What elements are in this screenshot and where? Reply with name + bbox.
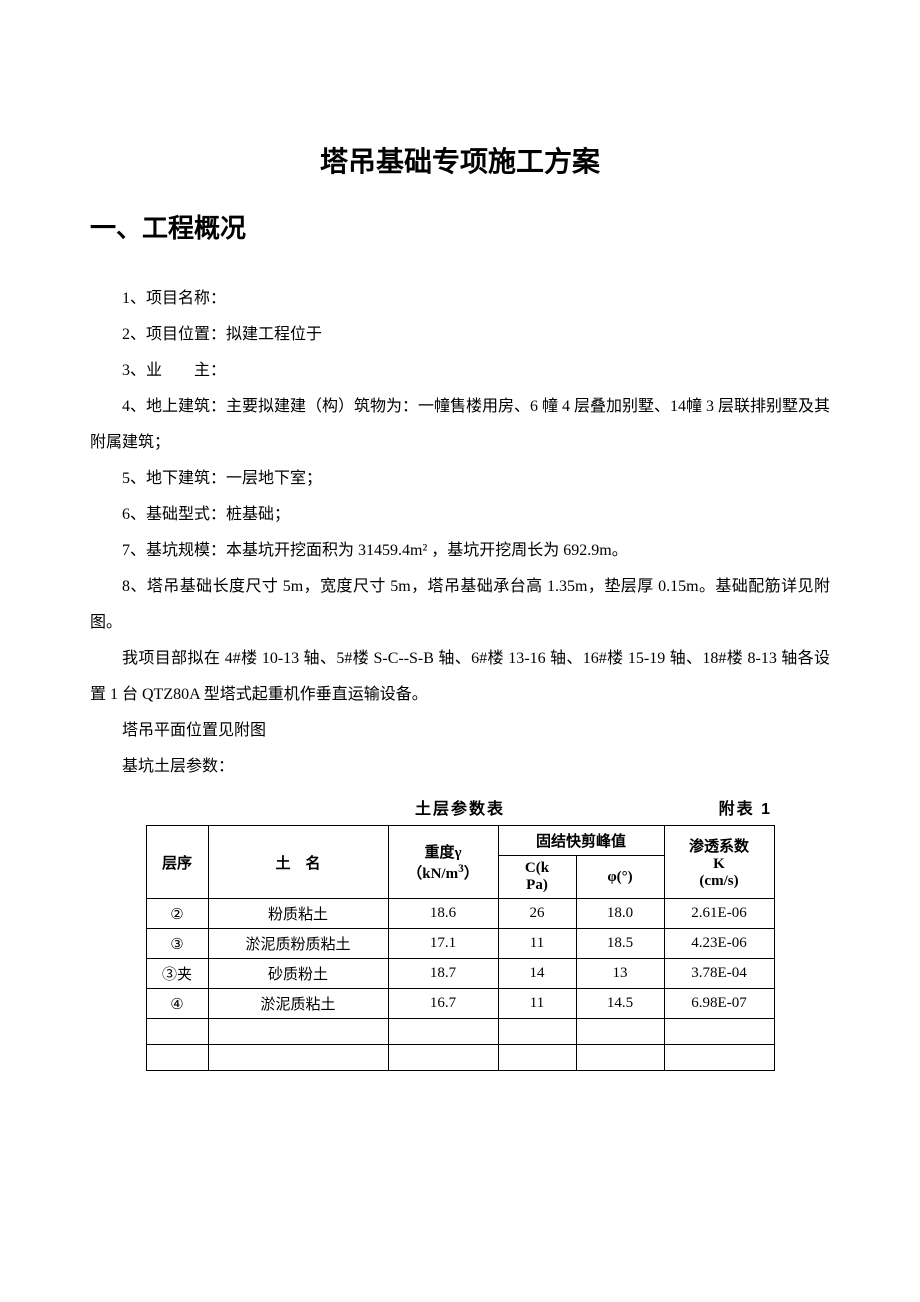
item-5: 5、地下建筑：一层地下室；: [90, 461, 830, 497]
cell-phi: 18.0: [576, 899, 664, 929]
table-caption: 土层参数表: [415, 795, 505, 819]
table-header: 层序 土 名 重度γ （kN/m3） 固结快剪峰值 渗透系数 K (cm/s) …: [146, 826, 774, 899]
th-phi: φ(°): [576, 856, 664, 899]
cell-k: 6.98E-07: [664, 989, 774, 1019]
gamma-label: 重度γ: [424, 845, 461, 861]
c-unit: Pa): [526, 877, 548, 893]
empty-cell: [146, 1019, 208, 1045]
cell-k: 3.78E-04: [664, 959, 774, 989]
cell-layer: ④: [146, 989, 208, 1019]
document-title: 塔吊基础专项施工方案: [90, 140, 830, 180]
cell-c: 11: [498, 929, 576, 959]
cell-k: 2.61E-06: [664, 899, 774, 929]
empty-cell: [498, 1045, 576, 1071]
section-1-heading: 一、工程概况: [90, 208, 830, 245]
th-gamma: 重度γ （kN/m3）: [388, 826, 498, 899]
cell-phi: 14.5: [576, 989, 664, 1019]
cell-c: 11: [498, 989, 576, 1019]
k-symbol: K: [713, 856, 725, 872]
empty-cell: [498, 1019, 576, 1045]
empty-cell: [576, 1045, 664, 1071]
table-caption-row: 土层参数表 附表 1: [90, 795, 830, 819]
item-2: 2、项目位置：拟建工程位于: [90, 317, 830, 353]
cell-name: 粉质粘土: [208, 899, 388, 929]
table-row: ④淤泥质粘土16.71114.56.98E-07: [146, 989, 774, 1019]
k-unit: (cm/s): [699, 873, 738, 889]
th-name: 土 名: [208, 826, 388, 899]
cell-c: 26: [498, 899, 576, 929]
item-7: 7、基坑规模：本基坑开挖面积为 31459.4m² ，基坑开挖周长为 692.9…: [90, 533, 830, 569]
table-body: ②粉质粘土18.62618.02.61E-06③淤泥质粉质粘土17.11118.…: [146, 899, 774, 1071]
item-4: 4、地上建筑：主要拟建建（构）筑物为：一幢售楼用房、6 幢 4 层叠加别墅、14…: [90, 389, 830, 461]
cell-name: 淤泥质粉质粘土: [208, 929, 388, 959]
soil-parameter-table: 层序 土 名 重度γ （kN/m3） 固结快剪峰值 渗透系数 K (cm/s) …: [146, 825, 775, 1071]
table-row: ③淤泥质粉质粘土17.11118.54.23E-06: [146, 929, 774, 959]
cell-gamma: 16.7: [388, 989, 498, 1019]
th-k: 渗透系数 K (cm/s): [664, 826, 774, 899]
cell-name: 淤泥质粘土: [208, 989, 388, 1019]
empty-cell: [388, 1045, 498, 1071]
empty-cell: [208, 1045, 388, 1071]
item-8: 8、塔吊基础长度尺寸 5m，宽度尺寸 5m，塔吊基础承台高 1.35m，垫层厚 …: [90, 569, 830, 641]
gamma-unit-close: ）: [464, 866, 479, 882]
th-layer: 层序: [146, 826, 208, 899]
cell-phi: 18.5: [576, 929, 664, 959]
th-shear-group: 固结快剪峰值: [498, 826, 664, 856]
item-6: 6、基础型式：桩基础；: [90, 497, 830, 533]
paragraph-layout: 我项目部拟在 4#楼 10-13 轴、5#楼 S-C--S-B 轴、6#楼 13…: [90, 641, 830, 713]
cell-name: 砂质粉土: [208, 959, 388, 989]
empty-cell: [664, 1045, 774, 1071]
k-label: 渗透系数: [689, 839, 749, 855]
paragraph-plan-ref: 塔吊平面位置见附图: [90, 713, 830, 749]
empty-cell: [208, 1019, 388, 1045]
table-row: ②粉质粘土18.62618.02.61E-06: [146, 899, 774, 929]
empty-cell: [388, 1019, 498, 1045]
empty-cell: [146, 1045, 208, 1071]
cell-layer: ②: [146, 899, 208, 929]
body-content: 1、项目名称： 2、项目位置：拟建工程位于 3、业 主： 4、地上建筑：主要拟建…: [90, 281, 830, 785]
table-empty-row: [146, 1045, 774, 1071]
cell-phi: 13: [576, 959, 664, 989]
cell-layer: ③夹: [146, 959, 208, 989]
table-empty-row: [146, 1019, 774, 1045]
item-3: 3、业 主：: [90, 353, 830, 389]
table-appendix-label: 附表 1: [719, 795, 772, 819]
gamma-unit-open: （kN/m: [407, 866, 458, 882]
empty-cell: [576, 1019, 664, 1045]
table-row: ③夹砂质粉土18.714133.78E-04: [146, 959, 774, 989]
paragraph-soil-intro: 基坑土层参数：: [90, 749, 830, 785]
cell-layer: ③: [146, 929, 208, 959]
item-1: 1、项目名称：: [90, 281, 830, 317]
cell-gamma: 18.6: [388, 899, 498, 929]
cell-gamma: 18.7: [388, 959, 498, 989]
c-label: C(k: [525, 860, 549, 876]
cell-c: 14: [498, 959, 576, 989]
cell-k: 4.23E-06: [664, 929, 774, 959]
empty-cell: [664, 1019, 774, 1045]
cell-gamma: 17.1: [388, 929, 498, 959]
th-c: C(k Pa): [498, 856, 576, 899]
